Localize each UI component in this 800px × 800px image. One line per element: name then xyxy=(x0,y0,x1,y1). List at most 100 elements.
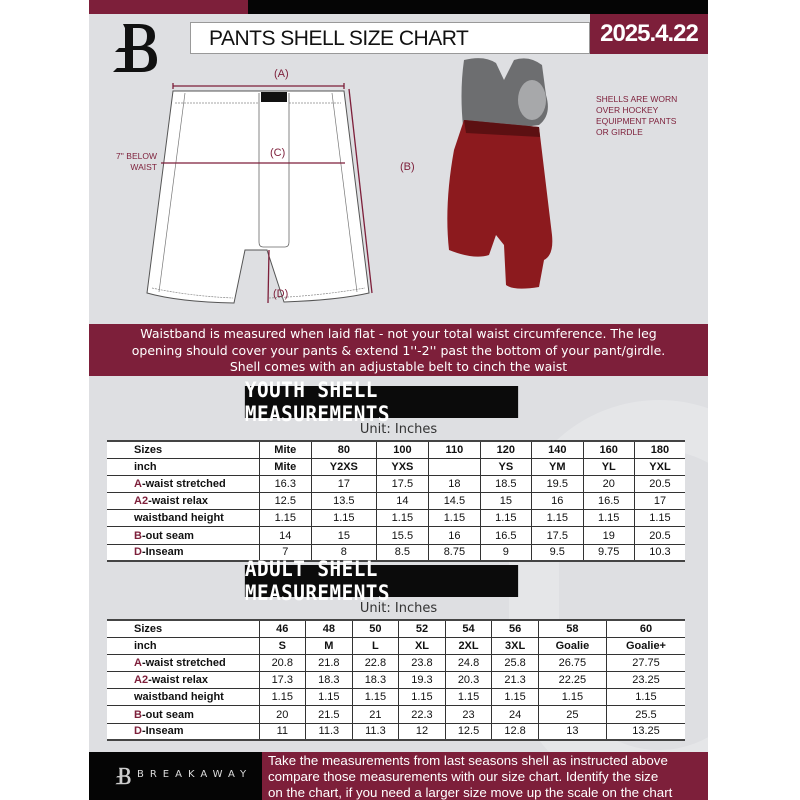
measure-key: A2 xyxy=(134,674,149,687)
table-cell: 56 xyxy=(491,618,539,638)
measure-label: -out seam xyxy=(141,708,194,721)
table-cell: 14 xyxy=(375,492,430,511)
table-cell: 25.8 xyxy=(491,653,539,673)
footer-logo-icon xyxy=(115,767,131,785)
table-cell: 19.5 xyxy=(531,474,584,494)
table-cell: 48 xyxy=(305,618,353,638)
measure-label: Sizes xyxy=(134,622,163,635)
below-waist-note: 7'' BELOW WAIST xyxy=(109,151,157,173)
measure-key: A xyxy=(134,656,142,669)
table-cell: 110 xyxy=(428,439,481,459)
row-label: B-out seam xyxy=(107,705,260,724)
table-cell: L xyxy=(351,636,400,655)
table-row: B-out seam 14 15 15.5 16 16.5 17.5 19 20.5 xyxy=(107,526,685,545)
top-bar-dark xyxy=(248,0,708,14)
table-cell xyxy=(428,457,481,476)
table-cell: 1.15 xyxy=(531,509,584,528)
table-cell: 100 xyxy=(375,439,430,459)
table-cell: 1.15 xyxy=(258,509,313,528)
table-cell: S xyxy=(258,636,307,655)
table-row: waistband height 1.15 1.15 1.15 1.15 1.15 1.15… xyxy=(107,688,685,707)
table-cell: 16 xyxy=(531,492,584,511)
table-cell: 25 xyxy=(537,705,607,724)
table-cell: Mite xyxy=(258,457,313,476)
banner-line: Waistband is measured when laid flat - n… xyxy=(140,326,657,341)
note-line: OR GIRDLE xyxy=(596,127,643,137)
table-cell: XL xyxy=(398,636,446,655)
table-cell: 54 xyxy=(444,618,493,638)
table-cell: 1.15 xyxy=(491,688,539,707)
table-cell: 11 xyxy=(258,722,307,742)
table-cell: 24 xyxy=(491,705,539,724)
row-label: inch xyxy=(107,457,260,476)
table-cell: 21.8 xyxy=(305,653,353,673)
table-cell: 12.8 xyxy=(491,722,539,742)
date-badge: 2025.4.22 xyxy=(590,14,708,54)
footer-line: compare those measurements with our size… xyxy=(268,769,659,784)
table-cell: YS xyxy=(479,457,533,476)
banner-line: opening should cover your pants & extend… xyxy=(131,342,666,358)
row-label: Sizes xyxy=(107,618,260,638)
table-row: A2-waist relax 17.3 18.3 18.3 19.3 20.3 21.3 22… xyxy=(107,671,685,690)
brand-name: BREAKAWAY xyxy=(137,769,253,780)
table-cell: 7 xyxy=(258,543,313,563)
table-cell: 13 xyxy=(537,722,607,742)
table-cell: 24.8 xyxy=(444,653,493,673)
table-cell: 160 xyxy=(582,439,635,459)
table-cell: Goalie xyxy=(537,636,607,655)
pants-shell-photo xyxy=(447,58,553,289)
table-cell: 20.5 xyxy=(633,474,685,494)
table-cell: 2XL xyxy=(444,636,493,655)
table-cell: 1.15 xyxy=(444,688,493,707)
table-cell: 8.75 xyxy=(428,543,481,563)
row-label: waistband height xyxy=(107,509,260,528)
table-cell: 21.5 xyxy=(305,705,353,724)
table-cell: Mite xyxy=(258,439,313,459)
measure-label: -Inseam xyxy=(141,546,184,559)
row-label: A2-waist relax xyxy=(107,671,260,690)
label-b: (B) xyxy=(400,161,415,173)
measure-key: D xyxy=(134,546,142,559)
shorts-diagram xyxy=(146,83,373,304)
measure-label: inch xyxy=(134,460,157,473)
table-row: B-out seam 20 21.5 21 22.3 23 24 25 25.5 xyxy=(107,705,685,724)
table-cell: 23 xyxy=(444,705,493,724)
table-cell: 180 xyxy=(633,439,685,459)
table-cell: 80 xyxy=(311,439,377,459)
table-row: D-Inseam 7 8 8.5 8.75 9 9.5 9.75 10.3 xyxy=(107,543,685,563)
table-cell: 15 xyxy=(479,492,533,511)
table-cell: 22.8 xyxy=(351,653,400,673)
row-label: D-Inseam xyxy=(107,543,260,563)
table-cell: 14.5 xyxy=(428,492,481,511)
table-cell: 18.5 xyxy=(479,474,533,494)
table-row: A-waist stretched 20.8 21.8 22.8 23.8 24.8 25.… xyxy=(107,653,685,673)
table-cell: 17.5 xyxy=(375,474,430,494)
table-cell: 22.25 xyxy=(537,671,607,690)
table-cell: 1.15 xyxy=(479,509,533,528)
table-row: A-waist stretched 16.3 17 17.5 18 18.5 19.5 20 2… xyxy=(107,474,685,494)
table-cell: 16.5 xyxy=(582,492,635,511)
row-label: B-out seam xyxy=(107,526,260,545)
table-cell: YL xyxy=(582,457,635,476)
table-cell: M xyxy=(305,636,353,655)
table-cell: 23.8 xyxy=(398,653,446,673)
row-label: inch xyxy=(107,636,260,655)
adult-size-table: Sizes 46 48 50 52 54 56 58 60 inch S M L XL 2XL 3XL Goal… xyxy=(107,618,685,742)
table-cell: 60 xyxy=(605,618,685,638)
measure-label: waistband height xyxy=(134,512,224,525)
table-cell: 12.5 xyxy=(444,722,493,742)
table-cell: 15 xyxy=(311,526,377,545)
table-cell: 26.75 xyxy=(537,653,607,673)
note-line: OVER HOCKEY xyxy=(596,105,659,115)
table-cell: 15.5 xyxy=(375,526,430,545)
table-cell: 18.3 xyxy=(351,671,400,690)
table-cell: 13.25 xyxy=(605,722,685,742)
table-cell: 21.3 xyxy=(491,671,539,690)
table-row: Sizes Mite 80 100 110 120 140 160 180 xyxy=(107,439,685,459)
youth-size-table: Sizes Mite 80 100 110 120 140 160 180 inch Mite Y2X… xyxy=(107,439,685,563)
table-row: waistband height 1.15 1.15 1.15 1.15 1.15 1.15… xyxy=(107,509,685,528)
table-cell: 1.15 xyxy=(582,509,635,528)
table-cell: 1.15 xyxy=(375,509,430,528)
table-cell: 1.15 xyxy=(605,688,685,707)
adult-section-title: ADULT SHELL MEASUREMENTS xyxy=(244,557,519,605)
